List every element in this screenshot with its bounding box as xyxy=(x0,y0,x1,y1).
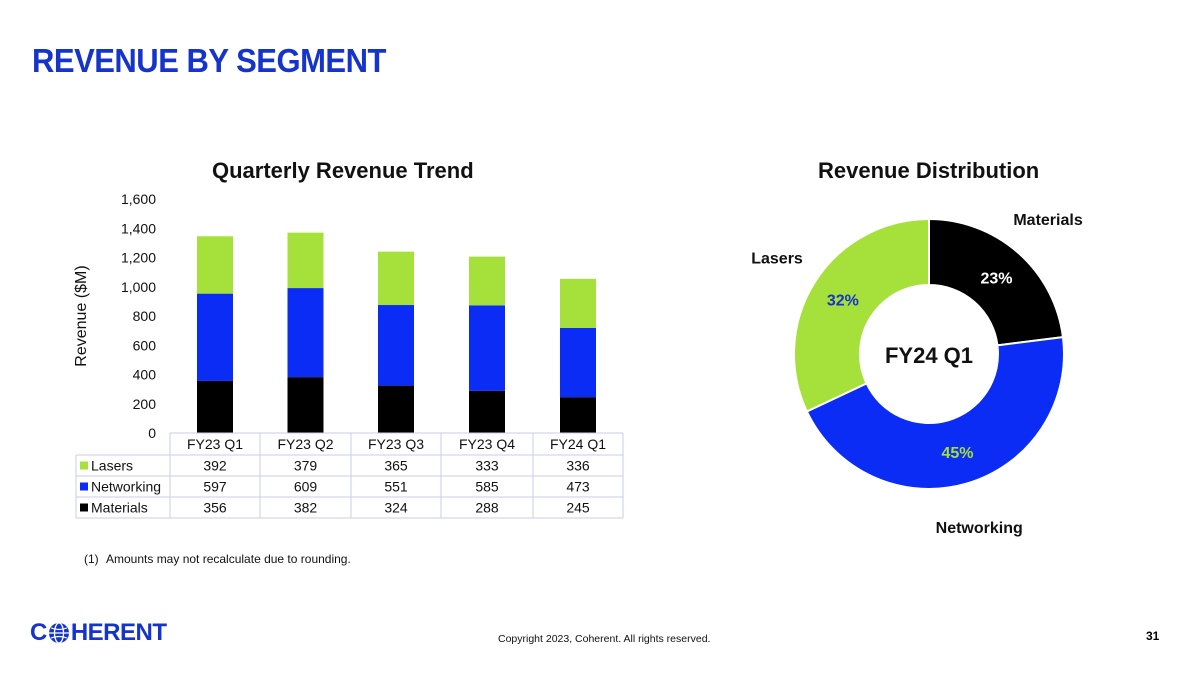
slice-data-label: 23% xyxy=(980,270,1012,287)
table-cell-value: 245 xyxy=(566,500,590,516)
pie-chart-title: Revenue Distribution xyxy=(818,158,1040,183)
logo-text-right: HERENT xyxy=(70,619,167,646)
legend-swatch-lasers xyxy=(80,461,88,470)
bar-materials xyxy=(287,377,324,433)
y-tick-label: 200 xyxy=(133,396,157,412)
y-tick-label: 1,200 xyxy=(121,250,156,266)
x-tick-label: FY24 Q1 xyxy=(550,436,606,452)
bar-materials xyxy=(197,380,233,433)
slice-networking xyxy=(805,335,1065,491)
donut-center-label: FY24 Q1 xyxy=(885,343,973,368)
slide-title: REVENUE BY SEGMENT xyxy=(32,42,386,80)
copyright-text: Copyright 2023, Coherent. All rights res… xyxy=(498,633,711,645)
legend-swatch-networking xyxy=(80,482,88,491)
y-tick-label: 1,000 xyxy=(121,279,156,295)
slice-data-label: 45% xyxy=(941,445,973,462)
x-tick-label: FY23 Q1 xyxy=(187,436,243,452)
table-cell-value: 288 xyxy=(475,500,499,516)
table-cell-value: 609 xyxy=(294,479,318,495)
table-cell-value: 379 xyxy=(294,458,318,474)
slice-category-label: Materials xyxy=(1013,212,1082,229)
bar-lasers xyxy=(287,232,324,289)
table-cell-value: 473 xyxy=(566,479,590,495)
table-cell-value: 365 xyxy=(384,458,408,474)
footnote-number: (1) xyxy=(84,552,99,566)
bar-networking xyxy=(469,305,505,391)
slice-lasers xyxy=(793,217,930,413)
table-cell-value: 585 xyxy=(475,479,499,495)
bar-chart-title: Quarterly Revenue Trend xyxy=(212,158,474,183)
table-cell-value: 551 xyxy=(384,479,408,495)
slice-category-label: Networking xyxy=(936,520,1023,537)
bar-networking xyxy=(287,288,324,378)
y-tick-label: 1,400 xyxy=(121,220,156,236)
y-tick-label: 0 xyxy=(148,425,156,441)
y-tick-label: 1,600 xyxy=(121,191,156,207)
table-cell-value: 356 xyxy=(203,500,227,516)
legend-label: Networking xyxy=(91,479,161,495)
coherent-logo: C HERENT xyxy=(30,619,167,646)
table-cell-value: 324 xyxy=(384,500,408,516)
bar-materials xyxy=(560,397,596,433)
table-cell-value: 392 xyxy=(203,458,227,474)
bar-lasers xyxy=(197,236,233,294)
x-tick-label: FY23 Q3 xyxy=(368,436,424,452)
bar-lasers xyxy=(469,256,505,306)
y-tick-label: 800 xyxy=(133,308,157,324)
page-number: 31 xyxy=(1146,629,1160,643)
table-cell-value: 333 xyxy=(475,458,499,474)
slice-category-label: Lasers xyxy=(751,251,803,268)
logo-text-left: C xyxy=(30,619,47,646)
x-tick-label: FY23 Q4 xyxy=(459,436,515,452)
footnote: (1) Amounts may not recalculate due to ro… xyxy=(84,552,351,566)
y-axis-label: Revenue ($M) xyxy=(73,265,90,366)
globe-icon xyxy=(48,622,69,644)
table-cell-value: 597 xyxy=(203,479,227,495)
slice-materials xyxy=(928,217,1065,347)
bar-lasers xyxy=(560,278,596,328)
slice-data-label: 32% xyxy=(827,292,859,309)
y-tick-label: 400 xyxy=(133,367,157,383)
bar-materials xyxy=(469,390,505,433)
legend-swatch-materials xyxy=(80,503,88,512)
table-cell-value: 336 xyxy=(566,458,590,474)
bar-networking xyxy=(560,327,596,398)
legend-label: Materials xyxy=(91,500,148,516)
y-tick-label: 600 xyxy=(133,337,157,353)
table-cell-value: 382 xyxy=(294,500,318,516)
bar-networking xyxy=(197,293,233,381)
bar-lasers xyxy=(378,251,414,306)
x-tick-label: FY23 Q2 xyxy=(277,436,333,452)
footnote-text: Amounts may not recalculate due to round… xyxy=(106,552,351,566)
bar-materials xyxy=(378,385,414,433)
bar-networking xyxy=(378,305,414,386)
legend-label: Lasers xyxy=(91,458,133,474)
